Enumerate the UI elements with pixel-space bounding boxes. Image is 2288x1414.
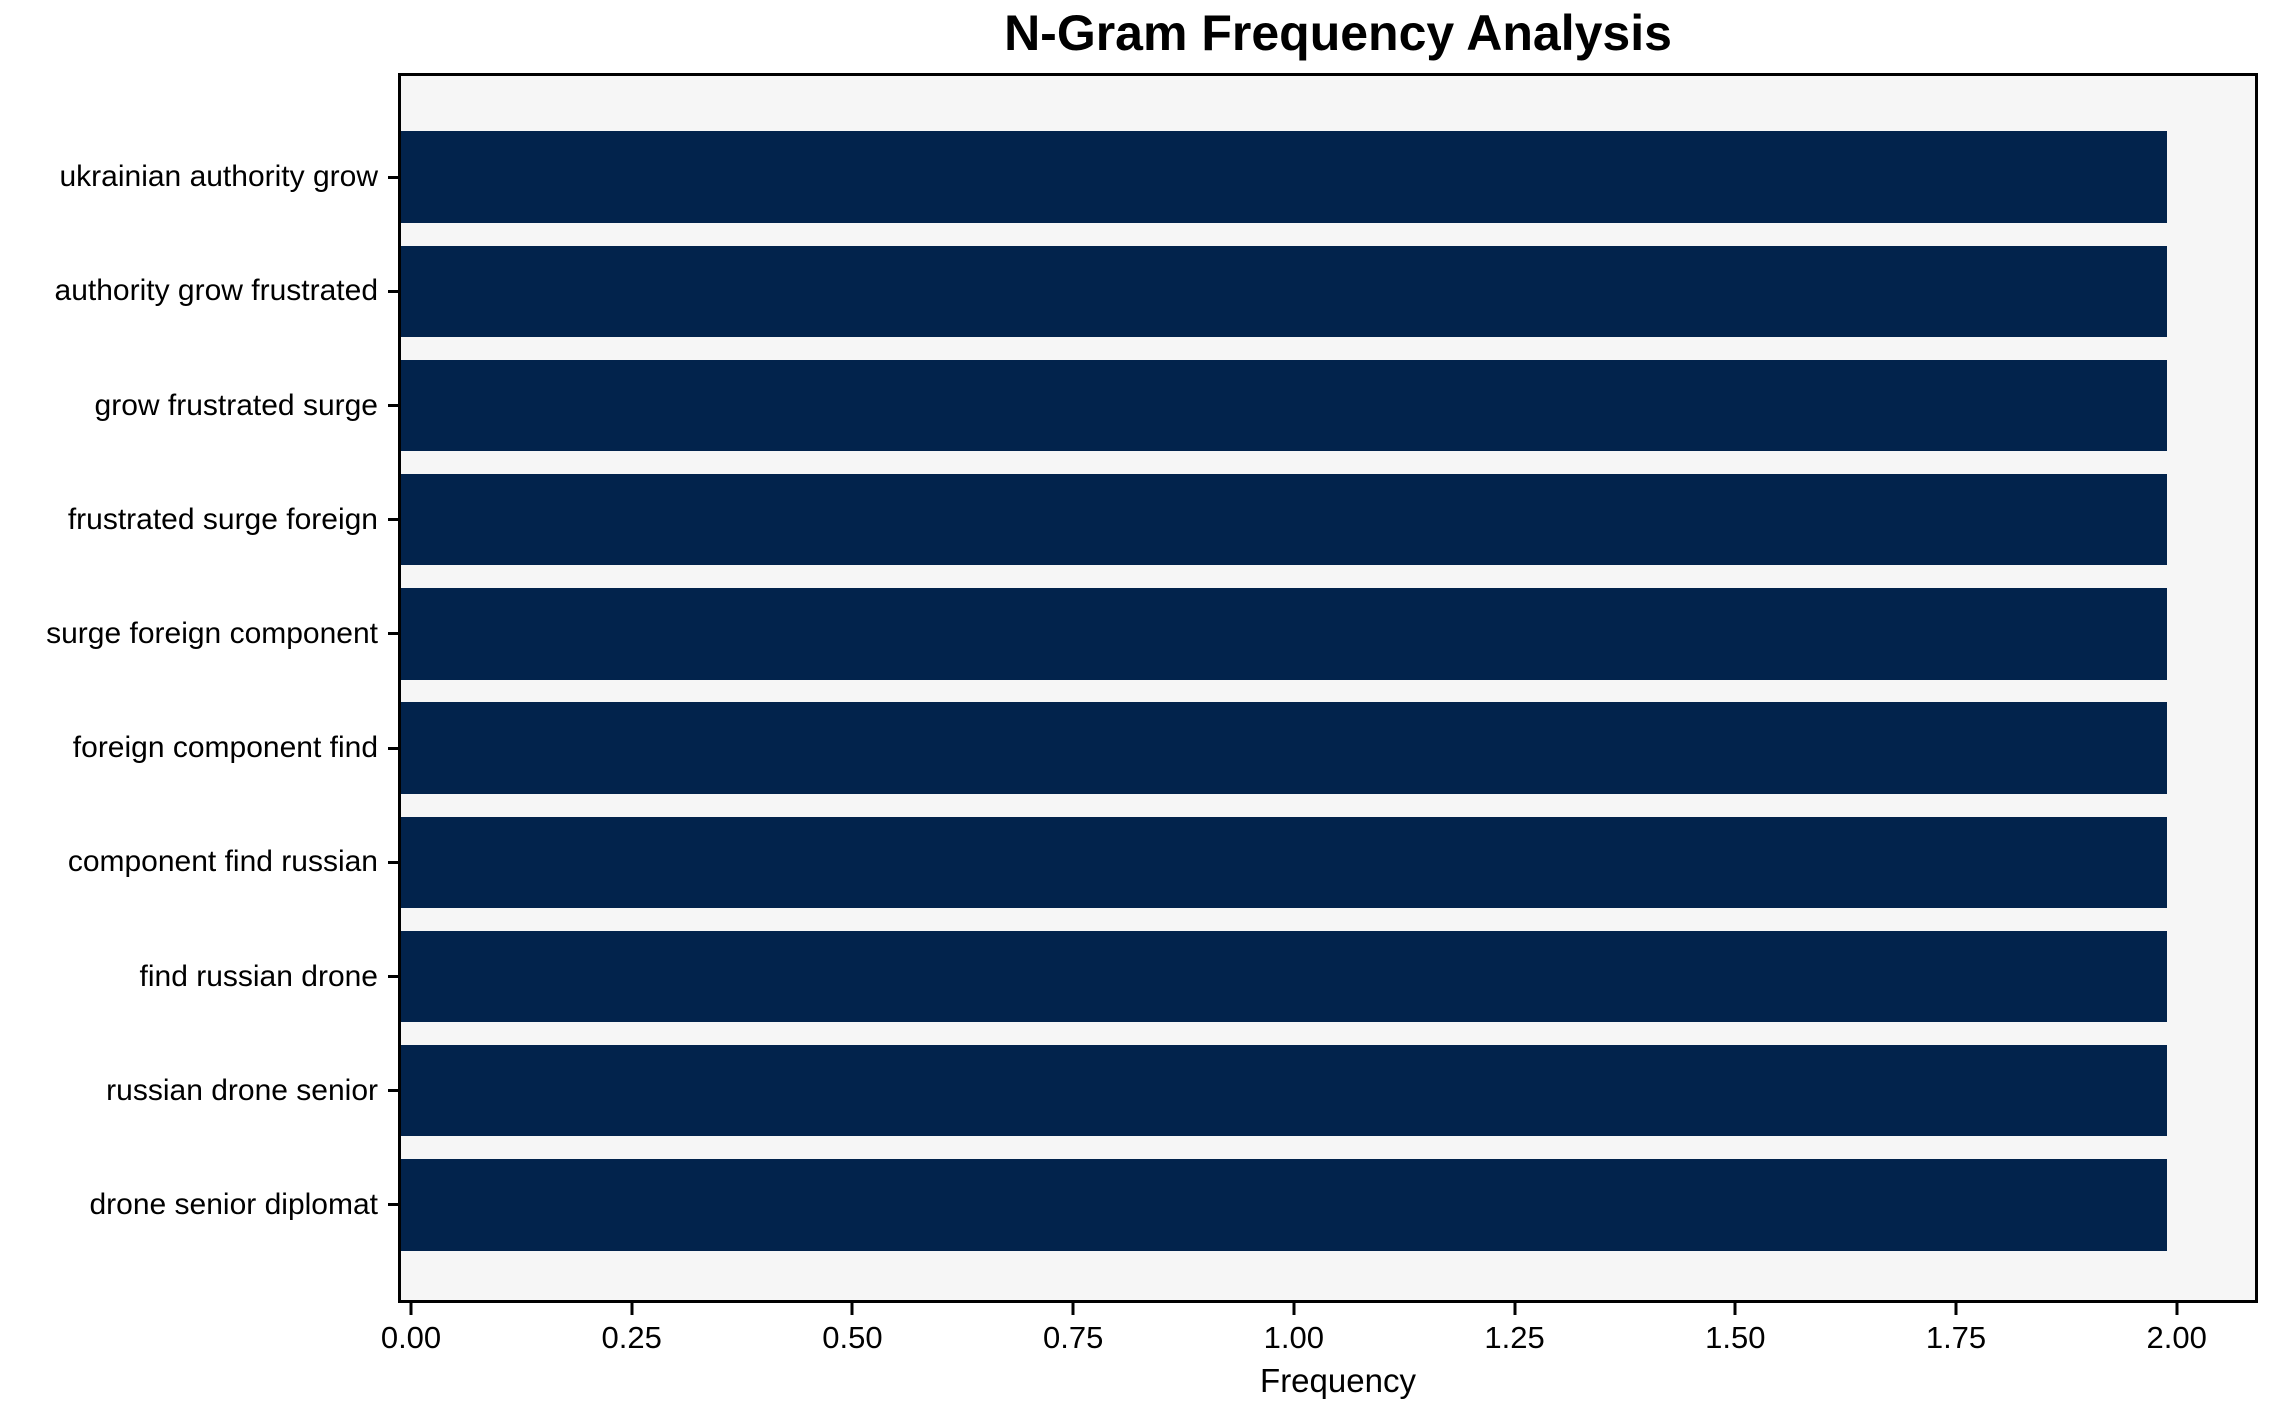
y-axis-tick [388, 975, 398, 979]
x-axis-tick [2175, 1303, 2179, 1315]
bar-row [401, 234, 2255, 348]
y-axis-tick [388, 289, 398, 293]
y-axis-tick [388, 175, 398, 179]
x-axis-tick-labels: 0.00 0.25 0.50 0.75 1.00 1.25 1.50 1.75 2.00 [381, 1320, 2265, 1356]
y-axis-label: grow frustrated surge [94, 388, 378, 422]
frequency-bar [401, 1045, 2167, 1137]
y-axis-label: component find russian [67, 845, 378, 879]
y-axis-label: drone senior diplomat [89, 1187, 378, 1221]
y-axis-label: authority grow frustrated [54, 274, 378, 308]
frequency-bar [401, 474, 2167, 566]
frequency-bar [401, 359, 2167, 452]
bar-row [401, 1034, 2255, 1148]
x-axis-tick [630, 1303, 634, 1315]
y-axis-tick-row [388, 348, 398, 462]
y-axis-tick-row [388, 919, 398, 1033]
y-axis-label: foreign component find [72, 731, 378, 765]
y-axis-tick [388, 518, 398, 522]
x-axis-tick [1954, 1303, 1958, 1315]
x-axis-tick-label: 0.25 [601, 1320, 662, 1355]
frequency-bar [401, 930, 2167, 1023]
x-axis-tick [1071, 1303, 1075, 1315]
x-axis-tick-label: 2.00 [2146, 1320, 2207, 1355]
x-axis-tick-label: 1.00 [1263, 1320, 1325, 1355]
y-axis-label: ukrainian authority grow [59, 160, 378, 194]
plot-area [398, 73, 2258, 1303]
y-axis-tick-row [388, 463, 398, 577]
chart-body: ukrainian authority grow authority grow f… [0, 73, 2268, 1303]
bar-row [401, 805, 2255, 919]
x-axis-tick-label: 1.25 [1484, 1320, 1545, 1355]
bar-row [401, 463, 2255, 577]
y-axis-tick [388, 404, 398, 407]
y-axis-tick [388, 746, 398, 750]
y-axis-label: frustrated surge foreign [67, 502, 378, 536]
frequency-bar [401, 702, 2167, 794]
bar-row [401, 919, 2255, 1033]
x-axis-tick [1733, 1303, 1737, 1315]
y-axis-tick [388, 1203, 398, 1207]
y-axis-tick-row [388, 1148, 398, 1262]
frequency-bar [401, 131, 2167, 223]
y-axis-tick [388, 1089, 398, 1093]
frequency-bar [401, 1159, 2167, 1251]
y-axis-label: surge foreign component [46, 616, 378, 650]
x-axis-tick-label: 1.75 [1925, 1320, 1987, 1355]
y-axis-tick-row [388, 577, 398, 691]
x-axis-tick-label: 0.75 [1042, 1320, 1104, 1355]
x-axis-title: Frequency [1260, 1362, 1416, 1399]
x-axis-tick [409, 1303, 413, 1315]
frequency-bar [401, 588, 2167, 680]
bar-row [401, 691, 2255, 805]
frequency-bar [401, 245, 2167, 337]
bar-row [401, 348, 2255, 462]
y-axis-label: find russian drone [139, 959, 378, 993]
x-axis-tick-label: 0.00 [380, 1320, 442, 1355]
bar-row [401, 120, 2255, 234]
bars-container [401, 76, 2255, 1300]
x-axis-tick [850, 1303, 854, 1315]
x-axis-tick-label: 0.50 [822, 1320, 883, 1355]
y-axis-tick-row [388, 120, 398, 234]
frequency-bar [401, 816, 2167, 908]
y-axis-tick [388, 632, 398, 636]
bar-row [401, 1148, 2255, 1262]
y-axis-ticks [388, 73, 398, 1303]
y-axis-tick-row [388, 1034, 398, 1148]
x-axis-tick [1292, 1303, 1296, 1315]
y-axis-tick [388, 860, 398, 864]
y-axis-labels: ukrainian authority grow authority grow f… [0, 73, 388, 1303]
y-axis-tick-row [388, 805, 398, 919]
y-axis-tick-row [388, 691, 398, 805]
x-axis [409, 1303, 2265, 1317]
x-axis-tick-label: 1.50 [1705, 1320, 1766, 1355]
y-axis-label: russian drone senior [106, 1073, 378, 1107]
x-axis-tick [1513, 1303, 1517, 1315]
chart-title: N-Gram Frequency Analysis [1004, 5, 1672, 61]
y-axis-tick-row [388, 234, 398, 348]
bar-row [401, 577, 2255, 691]
